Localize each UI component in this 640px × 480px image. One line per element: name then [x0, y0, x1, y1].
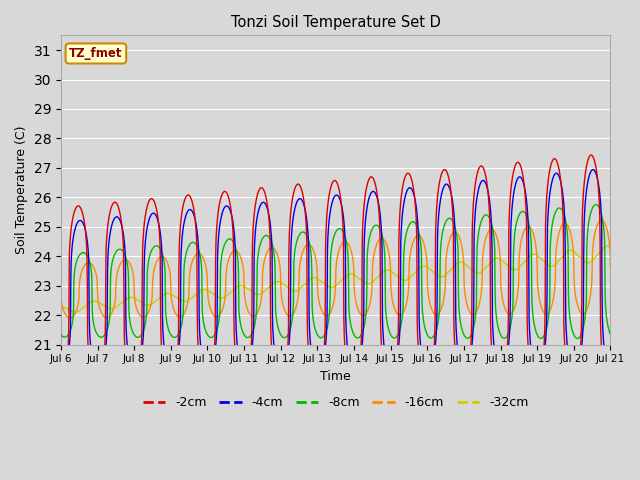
X-axis label: Time: Time — [320, 370, 351, 383]
Legend: -2cm, -4cm, -8cm, -16cm, -32cm: -2cm, -4cm, -8cm, -16cm, -32cm — [138, 391, 534, 414]
Title: Tonzi Soil Temperature Set D: Tonzi Soil Temperature Set D — [231, 15, 440, 30]
Y-axis label: Soil Temperature (C): Soil Temperature (C) — [15, 126, 28, 254]
Text: TZ_fmet: TZ_fmet — [69, 47, 123, 60]
